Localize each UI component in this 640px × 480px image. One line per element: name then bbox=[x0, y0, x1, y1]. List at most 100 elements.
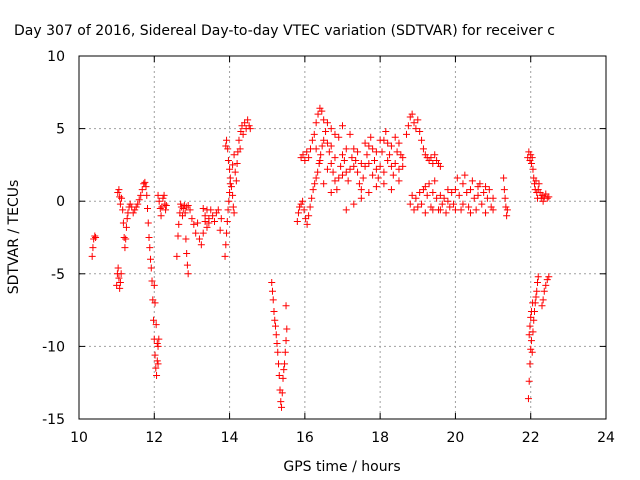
data-point bbox=[275, 371, 283, 379]
data-point bbox=[224, 145, 232, 153]
x-tick-label: 10 bbox=[70, 430, 88, 446]
data-point bbox=[327, 188, 335, 196]
data-point bbox=[246, 125, 254, 133]
data-point bbox=[229, 191, 237, 199]
data-point bbox=[410, 206, 418, 214]
data-point bbox=[312, 174, 320, 182]
data-point bbox=[156, 204, 164, 212]
data-point bbox=[299, 197, 307, 205]
data-point bbox=[116, 279, 124, 287]
data-point bbox=[179, 204, 187, 212]
data-point bbox=[296, 203, 304, 211]
data-point bbox=[450, 200, 458, 208]
data-point bbox=[188, 215, 196, 223]
data-point bbox=[155, 335, 163, 343]
data-point bbox=[352, 157, 360, 165]
data-point bbox=[116, 200, 124, 208]
x-tick-label: 24 bbox=[597, 430, 615, 446]
data-point bbox=[363, 151, 371, 159]
data-point bbox=[283, 325, 291, 333]
data-point bbox=[150, 316, 158, 324]
data-point bbox=[138, 186, 146, 194]
data-point bbox=[223, 136, 231, 144]
data-point bbox=[387, 186, 395, 194]
data-point bbox=[221, 252, 229, 260]
data-point bbox=[320, 180, 328, 188]
data-point bbox=[183, 249, 191, 257]
data-point bbox=[305, 154, 313, 162]
data-point bbox=[529, 165, 537, 173]
data-point bbox=[147, 264, 155, 272]
data-point bbox=[438, 200, 446, 208]
data-point bbox=[543, 276, 551, 284]
data-point bbox=[145, 234, 153, 241]
data-point bbox=[147, 255, 155, 263]
data-point bbox=[342, 168, 350, 176]
data-point bbox=[423, 191, 431, 199]
data-point bbox=[312, 119, 320, 127]
data-point bbox=[143, 191, 151, 199]
data-point bbox=[314, 168, 322, 176]
data-point bbox=[300, 206, 308, 214]
data-point bbox=[144, 204, 152, 212]
data-point bbox=[151, 299, 159, 307]
data-point bbox=[532, 177, 540, 185]
data-point bbox=[91, 232, 99, 240]
data-point bbox=[278, 389, 286, 397]
data-point bbox=[455, 191, 463, 199]
data-point bbox=[223, 218, 231, 226]
data-point bbox=[281, 360, 289, 368]
y-tick-label: -15 bbox=[42, 412, 65, 428]
data-point bbox=[318, 142, 326, 150]
data-point bbox=[429, 188, 437, 196]
data-point bbox=[419, 145, 427, 153]
data-point bbox=[231, 168, 239, 176]
data-point bbox=[205, 219, 213, 227]
grid bbox=[79, 56, 606, 419]
data-point bbox=[226, 188, 234, 196]
data-point bbox=[542, 190, 550, 198]
data-point bbox=[482, 183, 490, 191]
data-point bbox=[135, 196, 143, 204]
data-point bbox=[317, 151, 325, 159]
data-point bbox=[203, 206, 211, 214]
data-point bbox=[427, 154, 435, 162]
data-point bbox=[346, 130, 354, 138]
data-point bbox=[542, 281, 550, 289]
data-point bbox=[115, 274, 123, 282]
data-point bbox=[525, 331, 533, 339]
data-point bbox=[314, 110, 322, 118]
data-point bbox=[382, 128, 390, 136]
data-point bbox=[539, 296, 547, 304]
data-point bbox=[395, 177, 403, 185]
data-point bbox=[197, 241, 205, 249]
data-point bbox=[431, 151, 439, 159]
data-point bbox=[92, 234, 100, 241]
data-point bbox=[203, 223, 211, 231]
data-point bbox=[199, 204, 207, 212]
data-point bbox=[155, 197, 163, 205]
data-point bbox=[361, 162, 369, 170]
data-point bbox=[474, 183, 482, 191]
data-point bbox=[369, 145, 377, 153]
data-point bbox=[357, 194, 365, 202]
data-point bbox=[122, 223, 130, 231]
data-point bbox=[152, 321, 160, 329]
data-point bbox=[545, 193, 553, 201]
data-point bbox=[485, 186, 493, 194]
data-point bbox=[312, 145, 320, 153]
data-point bbox=[153, 357, 161, 365]
data-point bbox=[342, 145, 350, 153]
data-point bbox=[348, 154, 356, 162]
data-point bbox=[480, 188, 488, 196]
data-point bbox=[322, 128, 330, 136]
data-point bbox=[123, 215, 131, 223]
data-point bbox=[271, 322, 279, 330]
data-point bbox=[350, 145, 358, 153]
data-point bbox=[160, 191, 168, 199]
data-point bbox=[154, 360, 162, 368]
data-point bbox=[230, 151, 238, 159]
data-point bbox=[119, 219, 127, 227]
data-points bbox=[88, 104, 553, 411]
data-point bbox=[472, 206, 480, 214]
